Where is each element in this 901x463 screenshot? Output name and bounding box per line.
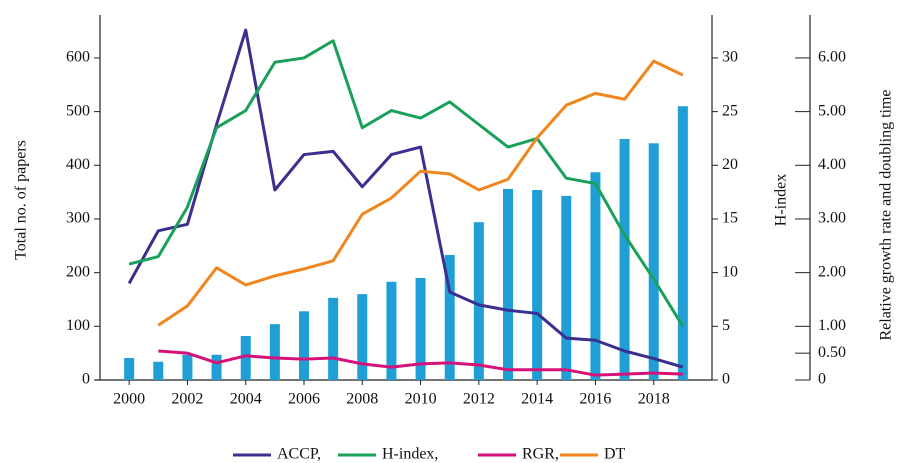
y-tick-label: 200 xyxy=(66,263,90,280)
y3-tick-label: 5.00 xyxy=(818,102,846,119)
bar xyxy=(415,278,426,380)
y3-tick-label: 6.00 xyxy=(818,49,846,66)
bar xyxy=(386,281,397,380)
y2-tick-label: 10 xyxy=(722,263,738,280)
legend-label: RGR, xyxy=(522,446,559,463)
y-tick-label: 400 xyxy=(66,156,90,173)
bar xyxy=(648,143,659,380)
x-tick-label: 2010 xyxy=(405,391,437,408)
y2-axis-label: H-index xyxy=(773,174,790,226)
y3-tick-label: 4.00 xyxy=(818,156,846,173)
bar xyxy=(299,311,309,380)
bar xyxy=(677,106,688,380)
bar xyxy=(240,335,251,380)
y-axis-label: Total no. of papers xyxy=(13,140,30,260)
legend-label: H-index, xyxy=(382,446,438,463)
x-tick-label: 2006 xyxy=(288,391,320,408)
line xyxy=(128,39,685,328)
x-tick-label: 2002 xyxy=(171,391,203,408)
bar xyxy=(269,324,280,380)
x-tick-label: 2016 xyxy=(579,391,611,408)
bar xyxy=(328,297,339,380)
y-tick-label: 500 xyxy=(66,102,90,119)
y2-tick-label: 15 xyxy=(722,210,738,227)
bar xyxy=(532,189,543,380)
y2-tick-label: 0 xyxy=(722,371,730,388)
y-tick-label: 600 xyxy=(66,49,90,66)
y3-tick-label: 3.00 xyxy=(818,210,846,227)
legend-label: ACCP, xyxy=(277,446,321,463)
bar xyxy=(590,172,601,380)
line xyxy=(157,59,684,327)
y-tick-label: 100 xyxy=(66,317,90,334)
y3-tick-label: 1.00 xyxy=(818,317,846,334)
bar xyxy=(619,138,630,380)
y-tick-label: 0 xyxy=(82,371,90,388)
x-tick-label: 2000 xyxy=(113,391,145,408)
y3-axis-label: Relative growth rate and doubling time xyxy=(878,89,895,340)
bar xyxy=(182,354,193,380)
bar xyxy=(473,222,484,380)
x-tick-label: 2004 xyxy=(230,391,262,408)
bar xyxy=(153,361,164,380)
y-tick-label: 300 xyxy=(66,210,90,227)
bar xyxy=(444,254,455,380)
x-tick-label: 2012 xyxy=(463,391,495,408)
bar xyxy=(124,357,135,380)
line xyxy=(127,28,684,369)
y3-tick-label: 2.00 xyxy=(818,263,846,280)
bar xyxy=(503,188,513,380)
legend-label: DT xyxy=(604,446,626,463)
bar xyxy=(561,195,572,380)
x-tick-label: 2008 xyxy=(346,391,378,408)
y2-tick-label: 30 xyxy=(722,49,738,66)
y3-tick-label: 0 xyxy=(818,371,826,388)
y2-tick-label: 20 xyxy=(722,156,738,173)
y3-tick-label: 0.50 xyxy=(818,344,846,361)
bar xyxy=(211,354,222,380)
bar xyxy=(357,294,368,380)
y2-tick-label: 25 xyxy=(722,102,738,119)
y2-tick-label: 5 xyxy=(722,317,730,334)
x-tick-label: 2018 xyxy=(638,391,670,408)
line xyxy=(158,349,683,377)
x-tick-label: 2014 xyxy=(521,391,553,408)
